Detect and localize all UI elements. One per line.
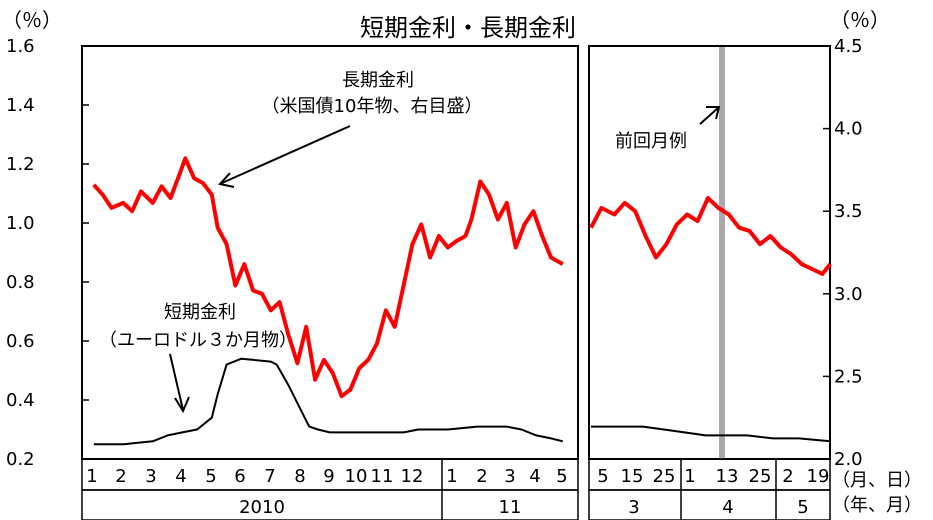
long-rate-arrowhead (218, 172, 235, 188)
x-year-label: 2010 (239, 497, 285, 518)
x-day-label: 25 (749, 466, 772, 487)
left-year-row (81, 489, 579, 520)
x-month-label: 3 (504, 466, 515, 487)
x-month-label: 11 (371, 466, 394, 487)
x-month-label: 9 (323, 466, 334, 487)
x-month-label: 3 (145, 466, 156, 487)
left-tick-label: 1.2 (6, 154, 35, 175)
x-right-month-label: 4 (722, 497, 733, 518)
x-day-label: 13 (716, 466, 739, 487)
x-day-label: 5 (597, 466, 608, 487)
x-month-label: 5 (556, 466, 567, 487)
x-unit-year: （年、月） (832, 495, 922, 516)
x-month-label: 1 (446, 466, 457, 487)
x-day-label: 19 (807, 466, 830, 487)
x-day-label: 2 (782, 466, 793, 487)
x-year-label: 11 (499, 497, 522, 518)
right-tick-label: 4.5 (834, 36, 863, 57)
short-rate-name: 短期金利 (164, 302, 236, 323)
x-unit-day: （月、日） (832, 470, 922, 491)
short-rate-line-monthly (93, 357, 564, 446)
prev-month-label: 前回月例 (615, 131, 687, 152)
prev-month-arrowhead (706, 106, 721, 120)
left-tick-label: 1.6 (6, 36, 35, 57)
right-axis-ticks: 4.5 4.0 3.5 3.0 2.5 2.0 (823, 36, 863, 470)
prev-month-arrow (699, 107, 719, 125)
x-month-label: 4 (175, 466, 186, 487)
short-rate-arrow (169, 353, 184, 411)
right-tick-label: 2.5 (834, 366, 863, 387)
short-rate-line-daily (591, 425, 831, 443)
chart-title: 短期金利・長期金利 (360, 14, 576, 42)
left-tick-label: 1.4 (6, 95, 35, 116)
x-month-label: 4 (529, 466, 540, 487)
x-month-label: 2 (476, 466, 487, 487)
x-month-label: 10 (345, 466, 368, 487)
left-axis-unit: （％） (2, 8, 62, 32)
x-month-label: 1 (86, 466, 97, 487)
left-axis-ticks: 1.6 1.4 1.2 1.0 0.8 0.6 0.4 0.2 (6, 36, 89, 470)
left-tick-label: 0.6 (6, 331, 35, 352)
long-rate-note: （米国債10年物、右目盛） (262, 96, 483, 117)
long-rate-arrow (221, 125, 351, 184)
left-tick-label: 0.2 (6, 449, 35, 470)
x-month-label: 2 (115, 466, 126, 487)
short-rate-arrowhead (174, 396, 190, 414)
long-rate-name: 長期金利 (342, 70, 414, 91)
x-axis-boxes (81, 458, 831, 520)
left-series (92, 156, 564, 446)
right-tick-label: 3.0 (834, 284, 863, 305)
short-rate-note: （ユーロドル３か月物） (99, 330, 297, 351)
x-month-label: 7 (264, 466, 275, 487)
x-day-label: 15 (621, 466, 644, 487)
right-tick-label: 2.0 (834, 449, 863, 470)
left-tick-label: 0.4 (6, 390, 35, 411)
x-day-label: 1 (684, 466, 695, 487)
left-tick-label: 1.0 (6, 213, 35, 234)
x-month-label: 5 (205, 466, 216, 487)
right-tick-label: 3.5 (834, 201, 863, 222)
right-tick-label: 4.0 (834, 119, 863, 140)
right-series (589, 196, 832, 443)
annotation-arrows (169, 106, 721, 414)
long-rate-line-monthly (92, 156, 564, 399)
long-rate-line-daily (589, 196, 832, 276)
right-axis-unit: （％） (830, 8, 890, 32)
right-year-row (588, 489, 831, 520)
x-month-label: 6 (234, 466, 245, 487)
left-tick-label: 0.8 (6, 272, 35, 293)
x-month-label: 8 (294, 466, 305, 487)
x-right-month-label: 5 (797, 497, 808, 518)
x-day-label: 25 (653, 466, 676, 487)
x-right-month-label: 3 (628, 497, 639, 518)
x-month-label: 12 (401, 466, 424, 487)
